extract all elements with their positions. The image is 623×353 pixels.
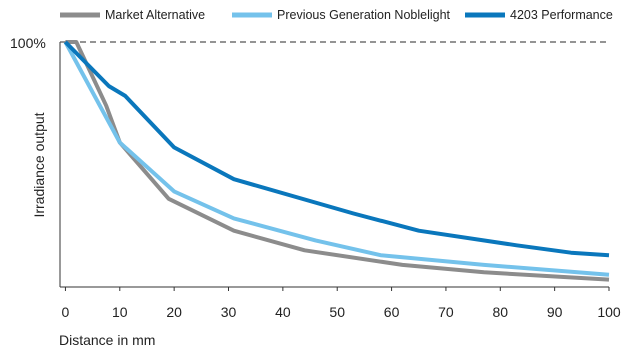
legend-label-1: Market Alternative xyxy=(105,8,205,22)
x-tick-label: 50 xyxy=(329,304,345,320)
series-lines xyxy=(63,40,610,282)
x-tick-label: 100 xyxy=(597,304,621,320)
x-tick-label: 20 xyxy=(166,304,182,320)
legend-label-2: Previous Generation Noblelight xyxy=(277,8,451,22)
legend: Market Alternative Previous Generation No… xyxy=(60,8,613,22)
x-tick-label: 40 xyxy=(275,304,291,320)
x-tick-label: 70 xyxy=(438,304,454,320)
x-tick-label: 60 xyxy=(384,304,400,320)
x-tick-label: 30 xyxy=(221,304,237,320)
x-ticks: 0 10 20 30 40 50 60 70 80 90 100 xyxy=(62,287,621,320)
x-tick-label: 0 xyxy=(62,304,70,320)
series-line-2 xyxy=(63,41,610,277)
series-line-3 xyxy=(63,40,610,258)
x-tick-label: 80 xyxy=(492,304,508,320)
series-line-1 xyxy=(65,40,610,282)
x-axis-title: Distance in mm xyxy=(59,332,155,348)
x-tick-label: 10 xyxy=(112,304,128,320)
y-tick-label-100: 100% xyxy=(10,35,46,51)
x-tick-label: 90 xyxy=(547,304,563,320)
y-axis-title: Irradiance output xyxy=(31,112,47,217)
legend-label-3: 4203 Performance xyxy=(510,8,613,22)
